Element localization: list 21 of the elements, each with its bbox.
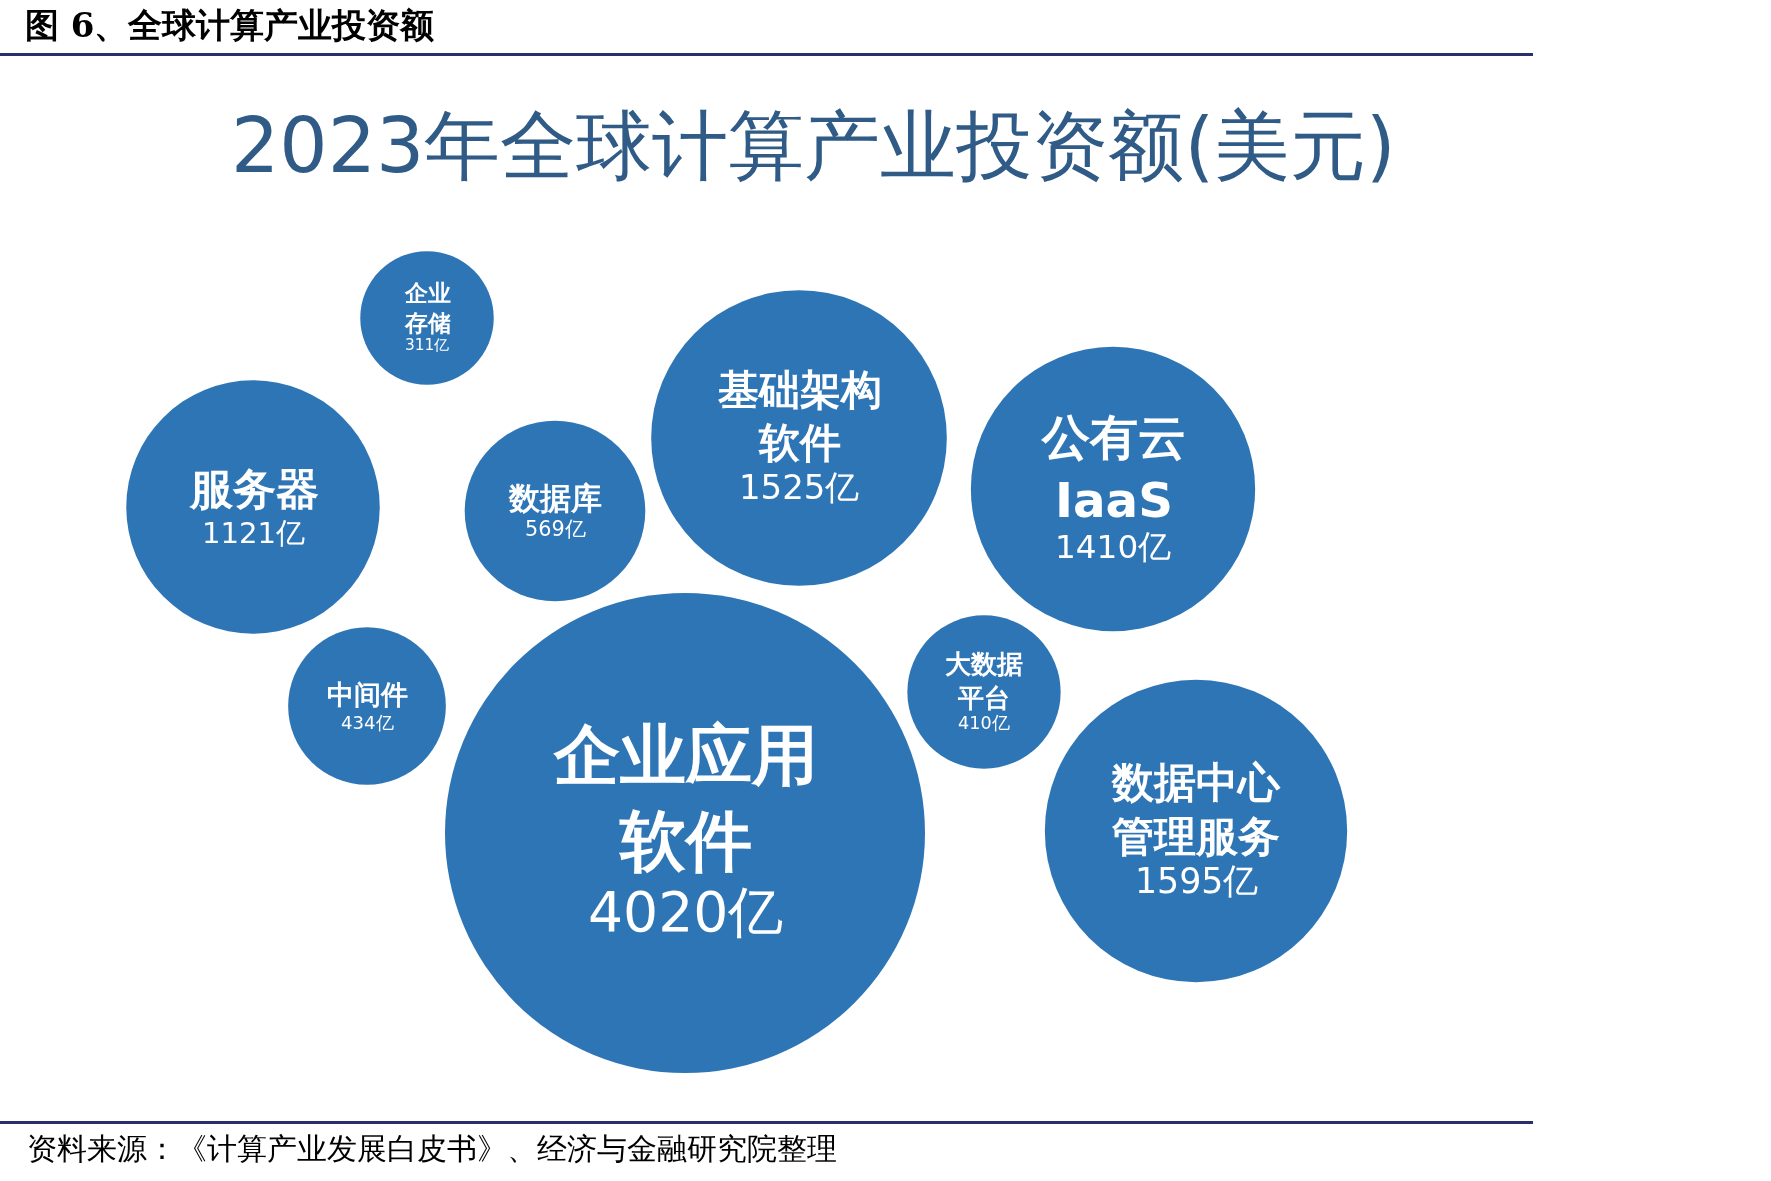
- text: 资料来源：《计算产业发展白皮书》、经济与金融研究院整理: [27, 1131, 837, 1166]
- category-label: 中间件: [327, 679, 408, 710]
- category-label: 数据库: [508, 481, 602, 516]
- data-label: 410亿: [958, 713, 1010, 733]
- category-label: 公有云 IaaS: [1040, 409, 1186, 528]
- data-label: 1121亿: [202, 516, 306, 550]
- data-label: 4020亿: [588, 880, 784, 944]
- data-label: 1595亿: [1135, 861, 1259, 901]
- data-label: 1525亿: [739, 467, 860, 507]
- category-label: 数据中心管理服务: [1111, 758, 1281, 862]
- data-label: 1410亿: [1055, 528, 1172, 566]
- category-label: 大数据平台: [945, 649, 1023, 713]
- category-label: 企业存储: [404, 280, 451, 336]
- category-label: 企业应用软件: [553, 717, 818, 880]
- text: 2023年全球计算产业投资额(美元): [231, 101, 1396, 190]
- category-label: 基础架构软件: [717, 366, 882, 467]
- category-label: 服务器: [188, 464, 319, 514]
- data-label: 311亿: [405, 336, 450, 354]
- data-label: 434亿: [341, 712, 394, 733]
- text: 图 6、全球计算产业投资额: [25, 4, 435, 45]
- data-label: 569亿: [525, 517, 586, 541]
